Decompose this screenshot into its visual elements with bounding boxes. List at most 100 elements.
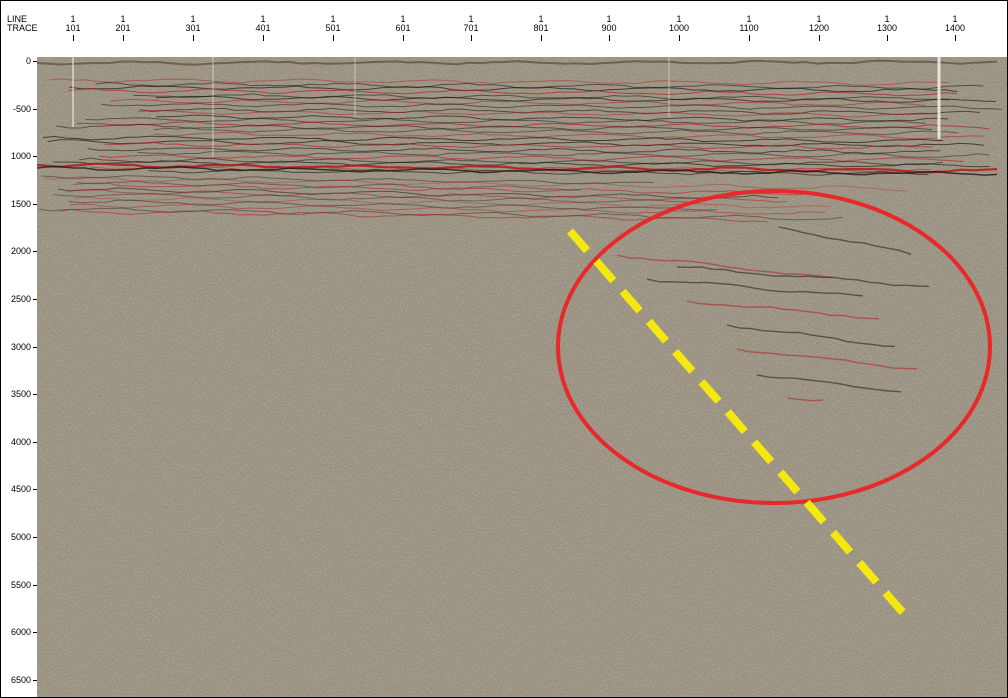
depth-tick [33,299,37,300]
trace-column-label: 1 601 [383,15,423,33]
depth-tick [33,679,37,681]
trace-number: 801 [533,23,549,33]
shallow-reflector [56,123,933,131]
shallow-reflector [148,168,929,176]
column-tick [749,35,750,41]
depth-tick [33,489,37,491]
deep-reflector [57,187,779,200]
shallow-reflector [156,114,949,122]
column-tick [263,35,264,41]
seismic-section [37,57,1007,697]
column-tick [403,35,404,41]
line-number: 1 [746,14,752,24]
trace-column-label: 1 301 [173,15,213,33]
trace-column-label: 1 1100 [729,15,769,33]
line-number: 1 [606,14,612,24]
deep-reflector [76,180,581,191]
depth-label: -500 [12,103,31,114]
depth-label: 0 [25,56,31,66]
depth-tick [33,394,37,396]
line-number: 1 [70,14,76,24]
shallow-reflector [48,78,950,86]
depth-tick [33,632,37,634]
trace-column-label: 1 101 [53,15,93,33]
column-tick [955,35,956,41]
line-number: 1 [816,14,822,24]
trace-number: 601 [395,23,411,33]
line-number: 1 [538,14,544,24]
shallow-reflector [42,135,944,144]
line-number: 1 [330,14,336,24]
shallow-reflector [104,141,933,150]
dipping-reflector [646,278,864,297]
line-number: 1 [676,14,682,24]
shallow-reflector [88,147,941,155]
line-number: 1 [400,14,406,24]
shallow-reflector [136,109,942,118]
trace-column-label: 1 1200 [799,15,839,33]
trace-column-label: 1 1400 [935,15,975,33]
depth-tick [33,584,37,586]
trace-number: 900 [601,23,617,33]
shallow-reflector [155,131,984,140]
column-tick [819,35,820,41]
trace-column-label: 1 401 [243,15,283,33]
dipping-reflector [686,300,880,320]
depth-label: 1000 [10,151,31,162]
deep-reflector [41,175,654,185]
trace-column-label: 1 1000 [659,15,699,33]
column-tick [123,35,124,41]
trace-number: 1200 [808,23,830,33]
column-tick [73,35,74,41]
deep-reflector [74,196,831,209]
seismic-image [37,57,1007,697]
trace-header: LINE TRACE 1 101 1 201 1 301 1 401 1 501 1 601 1 701 1… [1,1,1007,57]
depth-label: 3000 [10,341,31,352]
depth-label: 4500 [10,484,31,495]
reflector-layers [37,59,1002,402]
deep-reflector [69,199,718,211]
deep-reflector [69,203,826,215]
depth-tick [33,156,37,158]
depth-label: 4000 [10,436,31,447]
shallow-reflector [99,154,964,162]
shallow-reflector [155,95,996,103]
depth-tick [33,346,37,348]
dipping-reflector [676,266,930,288]
trace-column-label: 1 201 [103,15,143,33]
anomaly-ellipse [556,189,992,505]
seafloor-reflector [37,59,998,66]
shallow-reflector [133,93,950,101]
line-number: 1 [952,14,958,24]
depth-tick [33,61,37,62]
depth-tick [33,441,37,443]
shallow-reflector [153,127,958,136]
depth-tick [33,203,37,205]
dipping-reflector [756,374,902,393]
column-tick [333,35,334,41]
column-tick [679,35,680,41]
trace-number: 201 [115,23,131,33]
shallow-reflector [53,160,990,168]
deep-reflector [44,176,909,192]
trace-number: 401 [255,23,271,33]
line-number: 1 [260,14,266,24]
depth-tick [33,108,37,110]
shallow-reflector [85,117,926,126]
shallow-reflector [76,121,989,130]
depth-label: 5500 [10,579,31,590]
shallow-reflector [101,102,1002,110]
trace-column-label: 1 501 [313,15,353,33]
depth-label: 6000 [10,627,31,638]
deep-reflector [72,182,817,196]
depth-label: 6500 [10,674,31,685]
column-tick [887,35,888,41]
dipping-reflector [778,226,912,255]
column-tick [471,35,472,41]
dipping-reflector [736,348,918,370]
line-number: 1 [120,14,126,24]
line-number: 1 [468,14,474,24]
column-tick [541,35,542,41]
depth-tick [33,537,37,538]
